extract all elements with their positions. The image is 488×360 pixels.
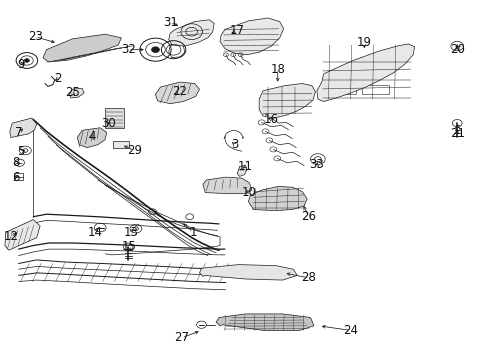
Text: 26: 26 — [301, 210, 316, 223]
Text: 21: 21 — [449, 127, 464, 140]
Text: 12: 12 — [3, 230, 18, 243]
Text: 13: 13 — [123, 226, 138, 239]
Text: 32: 32 — [121, 43, 135, 56]
Text: 10: 10 — [242, 186, 256, 199]
Text: 1: 1 — [189, 226, 197, 239]
Text: 16: 16 — [264, 113, 278, 126]
Text: 28: 28 — [301, 271, 316, 284]
Polygon shape — [259, 84, 315, 118]
Polygon shape — [199, 265, 297, 280]
Text: 30: 30 — [101, 117, 116, 130]
Polygon shape — [216, 314, 313, 330]
Text: 7: 7 — [15, 126, 22, 139]
Text: 8: 8 — [12, 156, 20, 169]
Text: 15: 15 — [122, 240, 137, 253]
Text: 3: 3 — [230, 138, 238, 151]
FancyBboxPatch shape — [113, 141, 129, 148]
Text: 20: 20 — [449, 43, 464, 56]
Polygon shape — [168, 20, 214, 46]
Text: 17: 17 — [229, 24, 244, 37]
Text: 9: 9 — [17, 58, 24, 71]
FancyBboxPatch shape — [328, 85, 355, 94]
Text: 4: 4 — [88, 130, 96, 143]
Text: 33: 33 — [309, 158, 324, 171]
Text: 24: 24 — [343, 324, 358, 337]
Polygon shape — [5, 220, 40, 250]
Text: 22: 22 — [172, 85, 187, 98]
FancyBboxPatch shape — [361, 85, 388, 94]
Polygon shape — [203, 177, 251, 194]
Polygon shape — [10, 118, 37, 138]
Text: 31: 31 — [163, 16, 177, 29]
FancyBboxPatch shape — [105, 108, 123, 128]
Polygon shape — [43, 34, 121, 62]
Text: 29: 29 — [127, 144, 142, 157]
Text: 18: 18 — [270, 63, 285, 76]
Polygon shape — [155, 82, 199, 104]
Polygon shape — [220, 18, 283, 55]
Text: 23: 23 — [28, 30, 42, 43]
Text: 14: 14 — [88, 226, 102, 239]
Text: 19: 19 — [356, 36, 371, 49]
Text: 5: 5 — [17, 145, 24, 158]
Text: 25: 25 — [65, 86, 80, 99]
Polygon shape — [237, 166, 246, 176]
Polygon shape — [248, 186, 306, 211]
Text: 6: 6 — [12, 171, 20, 184]
Text: 11: 11 — [238, 160, 252, 173]
Circle shape — [151, 47, 159, 53]
Circle shape — [24, 59, 29, 62]
Polygon shape — [316, 44, 414, 102]
Text: 2: 2 — [54, 72, 61, 85]
Polygon shape — [77, 128, 106, 148]
Polygon shape — [69, 88, 84, 98]
Text: 27: 27 — [174, 331, 189, 344]
